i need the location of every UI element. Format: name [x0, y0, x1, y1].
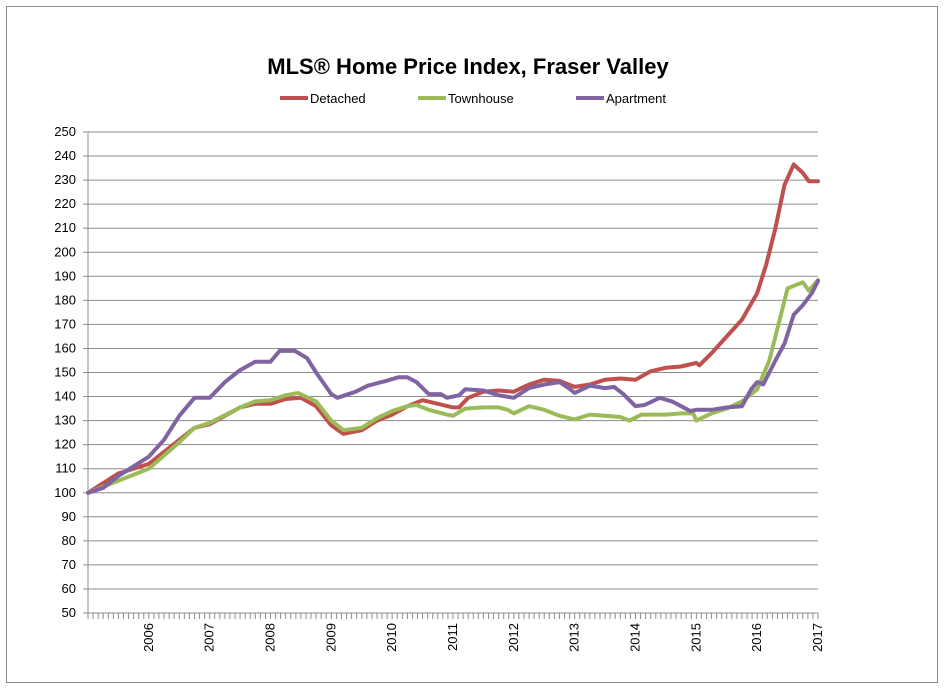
x-tick-label: 2008	[263, 623, 278, 652]
y-tick-label: 200	[54, 244, 76, 259]
y-tick-label: 250	[54, 124, 76, 139]
y-tick-label: 70	[62, 557, 76, 572]
x-tick-label: 2012	[506, 623, 521, 652]
x-tick-label: 2009	[323, 623, 338, 652]
y-tick-label: 240	[54, 148, 76, 163]
y-tick-label: 90	[62, 509, 76, 524]
y-tick-label: 190	[54, 268, 76, 283]
y-tick-label: 120	[54, 437, 76, 452]
y-tick-label: 110	[55, 461, 76, 476]
y-tick-label: 80	[62, 533, 76, 548]
legend-label-detached: Detached	[310, 91, 366, 106]
y-tick-label: 160	[54, 340, 76, 355]
x-tick-label: 2013	[567, 623, 582, 652]
x-tick-label: 2011	[445, 623, 460, 651]
series-lines	[86, 162, 820, 495]
y-tick-label: 170	[54, 316, 76, 331]
legend-label-townhouse: Townhouse	[448, 91, 514, 106]
x-tick-label: 2014	[628, 623, 643, 652]
x-tick-label: 2016	[749, 623, 764, 652]
y-tick-label: 220	[54, 196, 76, 211]
y-tick-label: 130	[54, 413, 76, 428]
series-line-detached	[86, 162, 820, 495]
y-tick-label: 60	[62, 581, 76, 596]
y-tick-label: 210	[54, 220, 76, 235]
legend: Detached Townhouse Apartment	[280, 91, 666, 106]
series-line-apartment	[86, 279, 820, 495]
y-tick-label: 150	[54, 365, 76, 380]
y-tick-label: 180	[54, 292, 76, 307]
x-tick-label: 2017	[810, 623, 825, 652]
series-line-townhouse	[86, 277, 820, 495]
x-tick-label: 2010	[384, 623, 399, 652]
x-tick-label: 2007	[202, 623, 217, 652]
y-tick-label: 140	[54, 389, 76, 404]
gridlines	[88, 131, 818, 590]
chart-frame	[6, 6, 938, 683]
x-tick-label: 2006	[141, 623, 156, 652]
y-tick-label: 50	[62, 605, 76, 620]
y-tick-label: 100	[54, 485, 76, 500]
x-tick-label: 2015	[688, 623, 703, 652]
chart-title: MLS® Home Price Index, Fraser Valley	[267, 54, 669, 79]
legend-label-apartment: Apartment	[606, 91, 666, 106]
y-tick-label: 230	[54, 172, 76, 187]
axes: 50 60 70 80 90 100 110 120 130 140 150 160 170 180 190…	[54, 124, 825, 652]
